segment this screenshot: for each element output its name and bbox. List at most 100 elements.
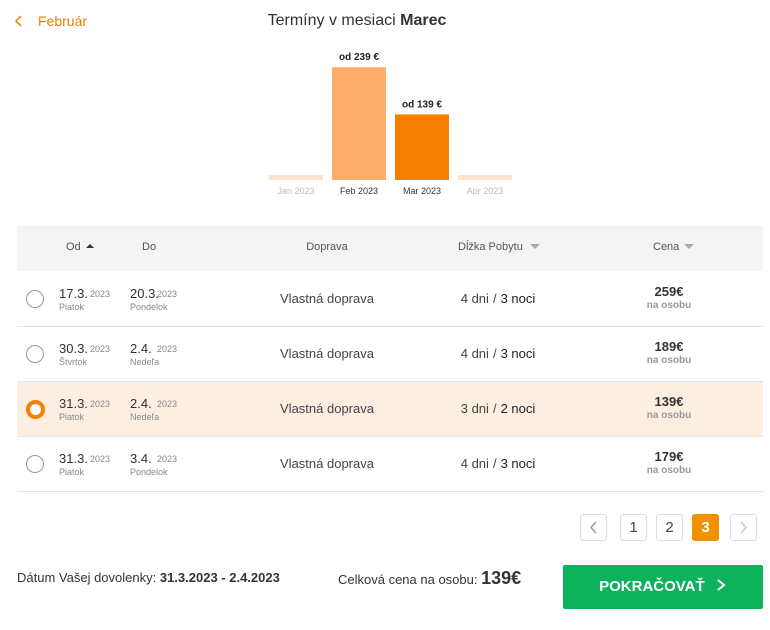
price: 259€ [654,284,684,299]
days: 3 dni [460,401,489,416]
sort-down[interactable] [683,242,695,250]
col-stay[interactable]: Dĺžka Pobytu [458,241,523,253]
separator: / [492,401,497,416]
sort-down[interactable] [529,242,541,250]
page-button[interactable]: 1 [620,514,647,541]
month-chart: Jan 2023 od 239 € Feb 2023 od 139 € Mar 2023… [269,52,512,196]
next-icon [740,521,748,534]
separator: / [492,456,497,471]
total-value: 139€ [481,568,522,588]
category-label: Mar 2023 [403,186,441,196]
to-day: Pondelok [130,467,168,477]
to-day: Nedeľa [130,357,160,367]
transport: Vlastná doprava [280,401,374,416]
page-button[interactable]: 2 [656,514,683,541]
title: Termíny v mesiaci Marec [0,12,714,30]
to-year: 2023 [157,399,178,409]
to-date: 3.4. [130,451,152,466]
price-note: na osobu [646,410,692,421]
table-row[interactable]: 31.3. 2023 Piatok 3.4. 2023 Pondelok Vlastná d… [17,437,763,492]
continue-button[interactable]: POKRAČOVAŤ [563,565,763,609]
button-chevron [717,579,726,591]
from-date: 17.3. [59,286,88,301]
nights: 3 noci [500,346,536,361]
from-year: 2023 [90,454,111,464]
to-day: Pondelok [130,302,168,312]
col-to: Do [142,241,157,253]
nights: 3 noci [500,291,536,306]
col-transport: Doprava [306,241,348,253]
radio[interactable] [26,400,45,419]
from-year: 2023 [90,399,111,409]
category-label: Jan 2023 [277,186,314,196]
footer-dates: Dátum Vašej dovolenky: 31.3.2023 - 2.4.2… [17,570,280,585]
footer-total: Celková cena na osobu: 139€ [338,568,521,589]
price: 179€ [654,449,684,464]
transport: Vlastná doprava [280,346,374,361]
total-label: Celková cena na osobu: [338,572,478,587]
stay: 4 dni/3 noci [417,291,579,306]
from-date: 31.3. [59,451,88,466]
stay: 4 dni/3 noci [417,456,579,471]
bar[interactable] [395,114,449,180]
title-month: Marec [400,12,447,29]
radio[interactable] [26,455,44,473]
sort-up[interactable] [85,242,95,250]
to-date: 20.3. [130,286,159,301]
stay: 4 dni/3 noci [417,346,579,361]
title-prefix: Termíny v mesiaci [267,12,396,29]
price-note: na osobu [646,355,692,366]
stay: 3 dni/2 noci [417,401,579,416]
next-page[interactable] [730,514,757,541]
from-year: 2023 [90,344,111,354]
price-note: na osobu [646,465,692,476]
to-year: 2023 [157,344,178,354]
days: 4 dni [460,291,489,306]
col-from[interactable]: Od [66,241,81,253]
button-label: POKRAČOVAŤ [599,578,705,595]
col-price[interactable]: Cena [653,241,680,253]
value-label: od 239 € [339,52,379,63]
back-link[interactable]: Február [38,13,88,29]
empty-bar [458,175,512,180]
table-row[interactable]: 31.3. 2023 Piatok 2.4. 2023 Nedeľa Vlastná dop… [17,382,763,437]
to-day: Nedeľa [130,412,160,422]
page-button[interactable]: 3 [692,514,719,541]
empty-bar [269,175,323,180]
days: 4 dni [460,346,489,361]
from-day: Piatok [59,412,85,422]
price: 139€ [654,394,684,409]
table-row[interactable]: 30.3. 2023 Štvrtok 2.4. 2023 Nedeľa Vlastná do… [17,327,763,382]
category-label: Feb 2023 [340,186,378,196]
to-date: 2.4. [130,341,152,356]
to-date: 2.4. [130,396,152,411]
from-year: 2023 [90,289,111,299]
transport: Vlastná doprava [280,456,374,471]
table-row[interactable]: 17.3. 2023 Piatok 20.3. 2023 Pondelok Vlastná … [17,272,763,327]
category-label: Apr 2023 [467,186,504,196]
from-day: Piatok [59,467,85,477]
separator: / [492,346,497,361]
from-date: 30.3. [59,341,88,356]
to-year: 2023 [157,289,178,299]
price-note: na osobu [646,300,692,311]
back-chevron[interactable] [14,14,24,28]
days: 4 dni [460,456,489,471]
nights: 3 noci [500,456,536,471]
dates-label: Dátum Vašej dovolenky: [17,570,157,585]
nights: 2 noci [500,401,536,416]
from-date: 31.3. [59,396,88,411]
radio[interactable] [26,345,44,363]
from-day: Piatok [59,302,85,312]
bar[interactable] [332,67,386,180]
table-header [17,226,763,271]
prev-page[interactable] [580,514,607,541]
radio[interactable] [26,290,44,308]
prev-icon [589,521,597,534]
value-label: od 139 € [402,99,442,110]
transport: Vlastná doprava [280,291,374,306]
from-day: Štvrtok [59,357,88,367]
